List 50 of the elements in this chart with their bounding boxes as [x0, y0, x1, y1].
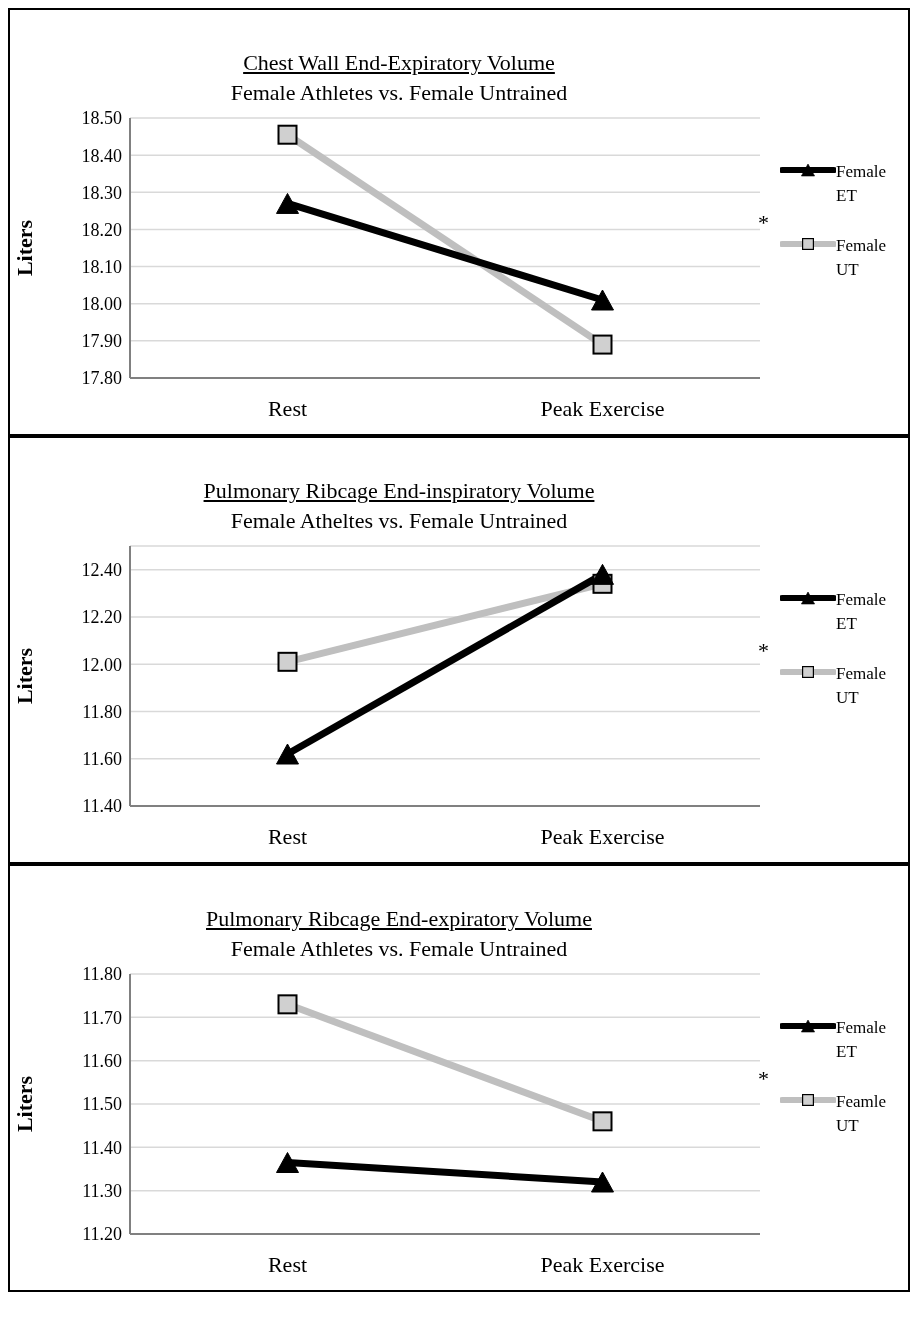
annotation: *: [758, 1066, 769, 1092]
y-tick-label: 12.00: [81, 654, 122, 675]
point: [592, 334, 613, 355]
chart-subtitle: Female Athletes vs. Female Untrained: [229, 79, 569, 107]
point: [277, 124, 298, 145]
y-tick-label: 18.20: [81, 219, 122, 240]
y-tick-label: 11.60: [82, 1051, 122, 1072]
y-tick-label: 18.30: [81, 182, 122, 203]
y-tick-label: 12.40: [81, 560, 122, 581]
y-tick-label: 17.90: [81, 331, 122, 352]
y-tick-label: 11.40: [82, 796, 122, 817]
x-tick-label: Rest: [267, 823, 308, 849]
legend-label: Female UT: [836, 235, 888, 281]
legend-label: Feamle UT: [836, 1091, 888, 1137]
x-tick-label: Peak Exercise: [540, 823, 665, 849]
legend-label: Female ET: [836, 589, 888, 635]
x-tick-label: Peak Exercise: [540, 395, 665, 421]
chart-title: Chest Wall End-Expiratory Volume: [242, 49, 556, 77]
annotation: *: [758, 210, 769, 236]
point: [592, 1111, 613, 1132]
legend-label: Female UT: [836, 663, 888, 709]
y-axis-title: Liters: [11, 219, 37, 277]
y-axis-title: Liters: [11, 647, 37, 705]
y-tick-label: 17.80: [81, 368, 122, 389]
y-tick-label: 12.20: [81, 607, 122, 628]
y-tick-label: 18.40: [81, 145, 122, 166]
chart-title: Pulmonary Ribcage End-expiratory Volume: [205, 905, 593, 933]
y-tick-label: 11.30: [82, 1181, 122, 1202]
legend-label: Female ET: [836, 161, 888, 207]
y-tick-label: 11.70: [82, 1007, 122, 1028]
annotation: *: [758, 638, 769, 664]
x-tick-label: Rest: [267, 1251, 308, 1277]
chart-subtitle: Female Athletes vs. Female Untrained: [229, 935, 569, 963]
chart-subtitle: Female Atheltes vs. Female Untrained: [229, 507, 569, 535]
y-tick-label: 11.80: [82, 701, 122, 722]
y-tick-label: 11.80: [82, 964, 122, 985]
y-tick-label: 11.60: [82, 749, 122, 770]
point: [277, 651, 298, 672]
x-tick-label: Rest: [267, 395, 308, 421]
y-axis-title: Liters: [11, 1075, 37, 1133]
y-tick-label: 18.00: [81, 294, 122, 315]
y-tick-label: 18.50: [81, 108, 122, 129]
x-tick-label: Peak Exercise: [540, 1251, 665, 1277]
point: [277, 994, 298, 1015]
chart-title: Pulmonary Ribcage End-inspiratory Volume: [202, 477, 596, 505]
y-tick-label: 11.50: [82, 1094, 122, 1115]
y-tick-label: 11.20: [82, 1224, 122, 1245]
y-tick-label: 11.40: [82, 1137, 122, 1158]
y-tick-label: 18.10: [81, 256, 122, 277]
legend-label: Female ET: [836, 1017, 888, 1063]
